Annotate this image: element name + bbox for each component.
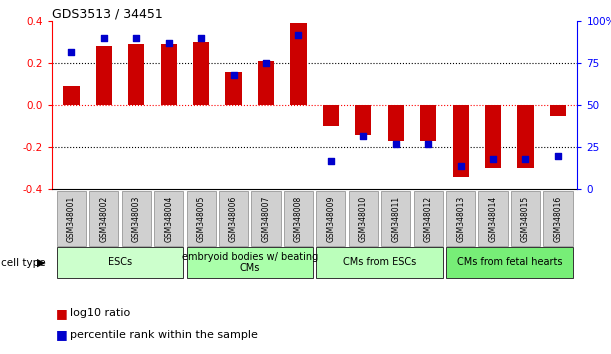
Point bbox=[456, 163, 466, 169]
Point bbox=[164, 40, 174, 46]
FancyBboxPatch shape bbox=[414, 191, 443, 246]
FancyBboxPatch shape bbox=[349, 191, 378, 246]
Text: CMs from ESCs: CMs from ESCs bbox=[343, 257, 416, 267]
Point bbox=[261, 61, 271, 66]
Point bbox=[99, 35, 109, 41]
Bar bbox=[193, 42, 209, 105]
FancyBboxPatch shape bbox=[251, 191, 280, 246]
FancyBboxPatch shape bbox=[446, 247, 573, 278]
Bar bbox=[355, 105, 371, 135]
FancyBboxPatch shape bbox=[284, 191, 313, 246]
Bar bbox=[518, 105, 533, 169]
Bar bbox=[128, 44, 144, 105]
Point bbox=[359, 133, 368, 138]
Text: GDS3513 / 34451: GDS3513 / 34451 bbox=[52, 7, 163, 20]
Bar bbox=[258, 61, 274, 105]
Text: GSM348010: GSM348010 bbox=[359, 195, 368, 242]
FancyBboxPatch shape bbox=[316, 247, 443, 278]
Text: GSM348015: GSM348015 bbox=[521, 195, 530, 242]
Point bbox=[196, 35, 206, 41]
Bar bbox=[290, 23, 307, 105]
FancyBboxPatch shape bbox=[316, 191, 345, 246]
Text: ■: ■ bbox=[56, 307, 68, 320]
Point bbox=[131, 35, 141, 41]
Text: GSM348007: GSM348007 bbox=[262, 195, 271, 242]
FancyBboxPatch shape bbox=[478, 191, 508, 246]
Point bbox=[67, 48, 76, 54]
Text: GSM348011: GSM348011 bbox=[391, 195, 400, 242]
FancyBboxPatch shape bbox=[186, 247, 313, 278]
FancyBboxPatch shape bbox=[89, 191, 119, 246]
Text: CMs from fetal hearts: CMs from fetal hearts bbox=[456, 257, 562, 267]
Text: percentile rank within the sample: percentile rank within the sample bbox=[70, 330, 258, 339]
Bar bbox=[225, 72, 242, 105]
FancyBboxPatch shape bbox=[154, 191, 183, 246]
FancyBboxPatch shape bbox=[57, 191, 86, 246]
Point bbox=[229, 72, 238, 78]
Point bbox=[391, 141, 401, 147]
Point bbox=[521, 156, 530, 162]
Point bbox=[293, 32, 303, 38]
Point bbox=[423, 141, 433, 147]
Bar bbox=[96, 46, 112, 105]
Text: GSM348009: GSM348009 bbox=[326, 195, 335, 242]
Text: GSM348004: GSM348004 bbox=[164, 195, 173, 242]
Bar bbox=[161, 44, 177, 105]
Text: GSM348013: GSM348013 bbox=[456, 195, 465, 242]
Bar bbox=[420, 105, 436, 141]
Bar bbox=[453, 105, 469, 177]
FancyBboxPatch shape bbox=[381, 191, 411, 246]
Point bbox=[488, 156, 498, 162]
Text: GSM348012: GSM348012 bbox=[423, 195, 433, 242]
FancyBboxPatch shape bbox=[57, 247, 183, 278]
Bar bbox=[387, 105, 404, 141]
FancyBboxPatch shape bbox=[511, 191, 540, 246]
FancyBboxPatch shape bbox=[219, 191, 248, 246]
Text: GSM348008: GSM348008 bbox=[294, 195, 303, 242]
FancyBboxPatch shape bbox=[122, 191, 151, 246]
FancyBboxPatch shape bbox=[446, 191, 475, 246]
Bar bbox=[64, 86, 79, 105]
Bar bbox=[550, 105, 566, 116]
Text: GSM348001: GSM348001 bbox=[67, 195, 76, 242]
Point bbox=[326, 158, 336, 164]
Text: GSM348002: GSM348002 bbox=[100, 195, 108, 242]
Bar bbox=[485, 105, 501, 169]
Bar bbox=[323, 105, 339, 126]
Text: GSM348016: GSM348016 bbox=[554, 195, 563, 242]
Text: embryoid bodies w/ beating
CMs: embryoid bodies w/ beating CMs bbox=[181, 251, 318, 273]
FancyBboxPatch shape bbox=[543, 191, 573, 246]
Text: GSM348014: GSM348014 bbox=[489, 195, 497, 242]
Text: ▶: ▶ bbox=[37, 258, 45, 268]
Text: cell type: cell type bbox=[1, 258, 45, 268]
Text: GSM348006: GSM348006 bbox=[229, 195, 238, 242]
Text: ESCs: ESCs bbox=[108, 257, 132, 267]
Point bbox=[553, 153, 563, 159]
Text: GSM348003: GSM348003 bbox=[132, 195, 141, 242]
Text: GSM348005: GSM348005 bbox=[197, 195, 206, 242]
Text: log10 ratio: log10 ratio bbox=[70, 308, 131, 318]
FancyBboxPatch shape bbox=[186, 191, 216, 246]
Text: ■: ■ bbox=[56, 328, 68, 341]
